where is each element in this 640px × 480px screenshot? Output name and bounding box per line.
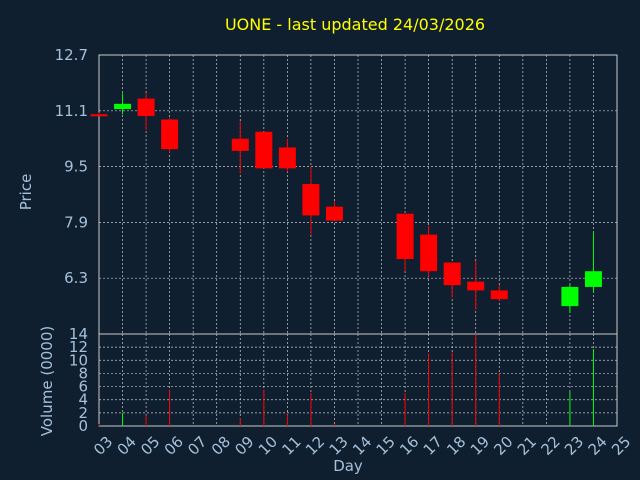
volume-tick-label: 14: [69, 325, 88, 343]
volume-axis-label: Volume (0000): [38, 326, 56, 436]
candle-body-09: [231, 138, 249, 151]
candle-body-12: [302, 184, 320, 216]
candle-body-24: [584, 271, 602, 287]
candle-body-06: [161, 119, 179, 150]
candle-body-18: [443, 262, 461, 286]
volume-bars: [98, 334, 594, 426]
candles: [90, 93, 602, 314]
volume-tick-label: 12: [69, 338, 88, 356]
price-tick-label: 6.3: [64, 269, 88, 287]
candle-body-10: [255, 131, 273, 169]
candle-body-17: [420, 234, 438, 272]
price-tick-label: 9.5: [64, 158, 88, 176]
x-axis-label: Day: [333, 457, 363, 475]
volume-tick-label: 10: [69, 351, 88, 369]
price-y-ticks: 12.7 11.1 9.5 7.9 6.3: [55, 46, 88, 287]
candle-body-04: [114, 103, 132, 110]
candle-body-20: [490, 290, 508, 300]
price-axis-label: Price: [17, 174, 35, 211]
x-ticks: 0304050607080910111213141516171819202122…: [90, 433, 634, 459]
volume-tick-label: 2: [78, 404, 88, 422]
candle-body-13: [325, 206, 343, 221]
volume-tick-label: 8: [78, 364, 88, 382]
candle-body-05: [137, 98, 155, 117]
volume-tick-label: 0: [78, 417, 88, 435]
candle-body-23: [561, 286, 579, 307]
price-tick-label: 11.1: [55, 102, 88, 120]
candle-body-11: [278, 147, 296, 169]
candle-body-03: [90, 114, 108, 117]
volume-tick-label: 4: [78, 391, 88, 409]
price-tick-label: 12.7: [55, 46, 88, 64]
chart-title: UONE - last updated 24/03/2026: [225, 15, 485, 34]
candle-body-16: [396, 213, 414, 260]
candle-body-19: [467, 281, 485, 291]
volume-panel-frame: [98, 333, 618, 427]
volume-tick-label: 6: [78, 378, 88, 396]
price-tick-label: 7.9: [64, 213, 88, 231]
